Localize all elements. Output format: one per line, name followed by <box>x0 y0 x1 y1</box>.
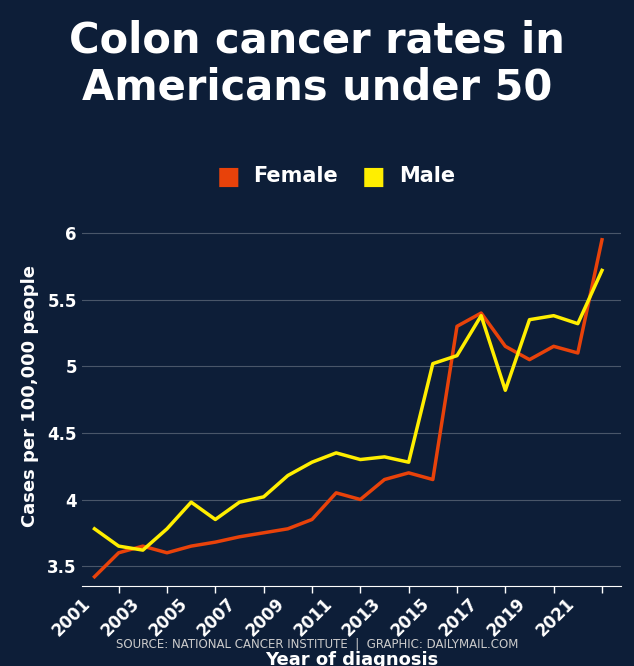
Text: ■: ■ <box>362 165 386 188</box>
Y-axis label: Cases per 100,000 people: Cases per 100,000 people <box>21 265 39 527</box>
Text: Male: Male <box>399 166 456 186</box>
X-axis label: Year of diagnosis: Year of diagnosis <box>265 651 439 666</box>
Text: ■: ■ <box>216 165 240 188</box>
Text: SOURCE: NATIONAL CANCER INSTITUTE  |  GRAPHIC: DAILYMAIL.COM: SOURCE: NATIONAL CANCER INSTITUTE | GRAP… <box>116 638 518 651</box>
Text: Colon cancer rates in
Americans under 50: Colon cancer rates in Americans under 50 <box>69 20 565 109</box>
Text: Female: Female <box>254 166 339 186</box>
